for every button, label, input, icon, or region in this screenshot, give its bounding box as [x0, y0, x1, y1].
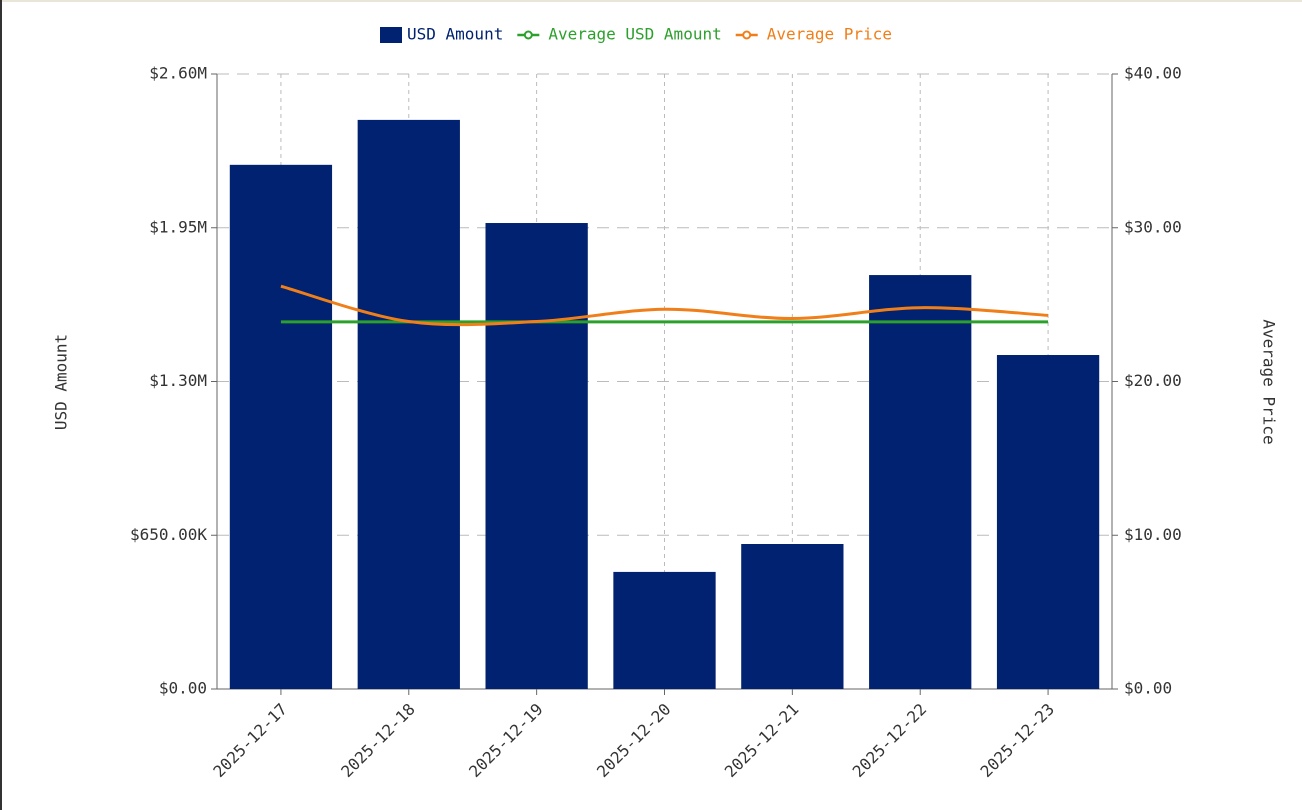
y-tick-label: $0.00 [159, 679, 207, 698]
legend-label: Average USD Amount [548, 25, 721, 44]
y2-tick-label: $40.00 [1124, 64, 1182, 83]
legend-swatch [380, 27, 402, 43]
bar [996, 355, 1100, 689]
bar [869, 275, 972, 689]
bar [741, 544, 844, 689]
y2-tick-label: $20.00 [1124, 371, 1182, 390]
y-tick-label: $1.30M [149, 371, 207, 390]
y-tick-label: $1.95M [149, 217, 207, 236]
legend-marker [742, 30, 752, 40]
bar [485, 223, 588, 689]
y-tick-label: $2.60M [149, 64, 207, 83]
y2-tick-label: $0.00 [1124, 679, 1172, 698]
y2-tick-label: $30.00 [1124, 217, 1182, 236]
bar [357, 119, 460, 690]
y2-axis-title: Average Price [1260, 319, 1279, 444]
y2-tick-label: $10.00 [1124, 525, 1182, 544]
legend-label: USD Amount [407, 25, 503, 44]
bar [613, 571, 716, 689]
legend-marker [523, 30, 533, 40]
legend: USD Amount Average USD Amount Average Pric… [380, 25, 892, 44]
y-axis-title: USD Amount [52, 334, 71, 430]
y-tick-label: $650.00K [130, 525, 207, 544]
bar [229, 164, 333, 690]
legend-label: Average Price [767, 25, 892, 44]
line [280, 284, 1049, 327]
